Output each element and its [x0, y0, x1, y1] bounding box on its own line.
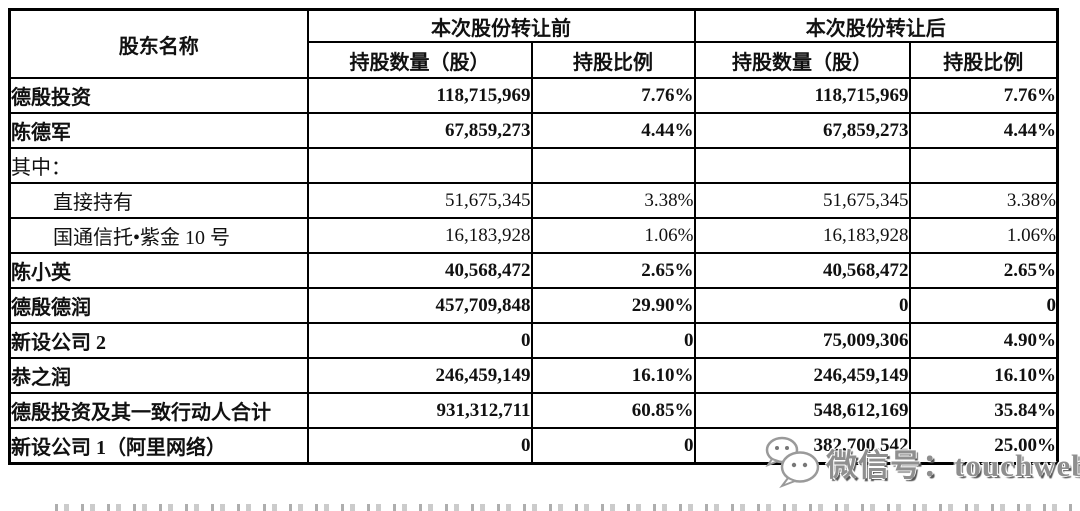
- post-ratio: [908, 147, 1059, 184]
- table-row: 新设公司 1（阿里网络） 0 0 382,700,542 25.00%: [8, 427, 1059, 465]
- shareholder-name: 国通信托•紫金 10 号: [8, 217, 309, 254]
- post-ratio: 4.44%: [908, 112, 1059, 149]
- table-row: 其中：: [8, 147, 1059, 184]
- pre-qty: 40,568,472: [306, 252, 533, 289]
- post-ratio: 4.90%: [908, 322, 1059, 359]
- col-header-pre-qty: 持股数量（股）: [306, 41, 533, 79]
- shareholder-name: 新设公司 1（阿里网络）: [8, 427, 309, 465]
- post-ratio: 1.06%: [908, 217, 1059, 254]
- pre-qty: 16,183,928: [306, 217, 533, 254]
- table-row: 新设公司 2 0 0 75,009,306 4.90%: [8, 322, 1059, 359]
- pre-qty: 51,675,345: [306, 182, 533, 219]
- wechat-watermark: 微信号：touchweb: [762, 430, 1080, 494]
- watermark-text: 微信号：touchweb: [826, 447, 1080, 483]
- col-header-post-qty: 持股数量（股）: [693, 41, 911, 79]
- cut-off-text-line: [55, 504, 1075, 511]
- post-ratio: 2.65%: [908, 252, 1059, 289]
- pre-qty: 67,859,273: [306, 112, 533, 149]
- pre-qty: 457,709,848: [306, 287, 533, 324]
- pre-ratio: 0: [530, 427, 696, 465]
- pre-ratio: 0: [530, 322, 696, 359]
- pre-ratio: 29.90%: [530, 287, 696, 324]
- pre-qty: 0: [306, 322, 533, 359]
- post-ratio: 7.76%: [908, 77, 1059, 114]
- header-row-sub: 持股数量（股） 持股比例 持股数量（股） 持股比例: [10, 41, 1059, 79]
- post-qty: 548,612,169: [693, 392, 911, 429]
- post-qty: [693, 147, 911, 184]
- header-row-groups: 股东名称 本次股份转让前 本次股份转让后: [8, 8, 1059, 79]
- post-qty: 75,009,306: [693, 322, 911, 359]
- table-row: 恭之润 246,459,149 16.10% 246,459,149 16.10…: [8, 357, 1059, 394]
- table-row: 直接持有 51,675,345 3.38% 51,675,345 3.38%: [8, 182, 1059, 219]
- post-ratio: 25.00%: [908, 427, 1059, 465]
- pre-qty: 118,715,969: [306, 77, 533, 114]
- post-qty: 382,700,542: [693, 427, 911, 465]
- shareholder-name: 德殷投资及其一致行动人合计: [8, 392, 309, 429]
- table-row: 德殷德润 457,709,848 29.90% 0 0: [8, 287, 1059, 324]
- shareholder-name: 陈小英: [8, 252, 309, 289]
- post-qty: 51,675,345: [693, 182, 911, 219]
- col-header-before-transfer: 本次股份转让前: [306, 8, 696, 43]
- post-qty: 16,183,928: [693, 217, 911, 254]
- wechat-icon: [765, 436, 820, 489]
- pre-ratio: 3.38%: [530, 182, 696, 219]
- table-row: 德殷投资及其一致行动人合计 931,312,711 60.85% 548,612…: [8, 392, 1059, 429]
- post-ratio: 16.10%: [908, 357, 1059, 394]
- pre-ratio: 7.76%: [530, 77, 696, 114]
- col-header-shareholder-name: 股东名称: [8, 8, 309, 79]
- table-row: 德殷投资 118,715,969 7.76% 118,715,969 7.76%: [8, 77, 1059, 114]
- table-row: 陈德军 67,859,273 4.44% 67,859,273 4.44%: [8, 112, 1059, 149]
- post-ratio: 3.38%: [908, 182, 1059, 219]
- post-qty: 118,715,969: [693, 77, 911, 114]
- shareholder-name: 其中：: [8, 147, 309, 184]
- pre-ratio: 60.85%: [530, 392, 696, 429]
- pre-qty: 0: [306, 427, 533, 465]
- post-ratio: 35.84%: [908, 392, 1059, 429]
- post-qty: 67,859,273: [693, 112, 911, 149]
- col-header-post-ratio: 持股比例: [908, 41, 1059, 79]
- post-qty: 40,568,472: [693, 252, 911, 289]
- shareholder-name: 恭之润: [8, 357, 309, 394]
- pre-ratio: 2.65%: [530, 252, 696, 289]
- pre-qty: [306, 147, 533, 184]
- table-row: 国通信托•紫金 10 号 16,183,928 1.06% 16,183,928…: [8, 217, 1059, 254]
- col-header-after-transfer: 本次股份转让后: [693, 8, 1059, 43]
- pre-ratio: 1.06%: [530, 217, 696, 254]
- shareholder-name: 德殷德润: [8, 287, 309, 324]
- pre-qty: 246,459,149: [306, 357, 533, 394]
- col-header-pre-ratio: 持股比例: [530, 41, 696, 79]
- pre-qty: 931,312,711: [306, 392, 533, 429]
- shareholder-name: 直接持有: [8, 182, 309, 219]
- shareholder-name: 德殷投资: [8, 77, 309, 114]
- pre-ratio: [530, 147, 696, 184]
- shareholder-name: 陈德军: [8, 112, 309, 149]
- post-ratio: 0: [908, 287, 1059, 324]
- shareholder-name: 新设公司 2: [8, 322, 309, 359]
- post-qty: 246,459,149: [693, 357, 911, 394]
- post-qty: 0: [693, 287, 911, 324]
- shareholder-table: 股东名称 本次股份转让前 本次股份转让后 持股数量（股） 持股比例 持股数量（股…: [8, 8, 1059, 465]
- table-row: 陈小英 40,568,472 2.65% 40,568,472 2.65%: [8, 252, 1059, 289]
- pre-ratio: 16.10%: [530, 357, 696, 394]
- pre-ratio: 4.44%: [530, 112, 696, 149]
